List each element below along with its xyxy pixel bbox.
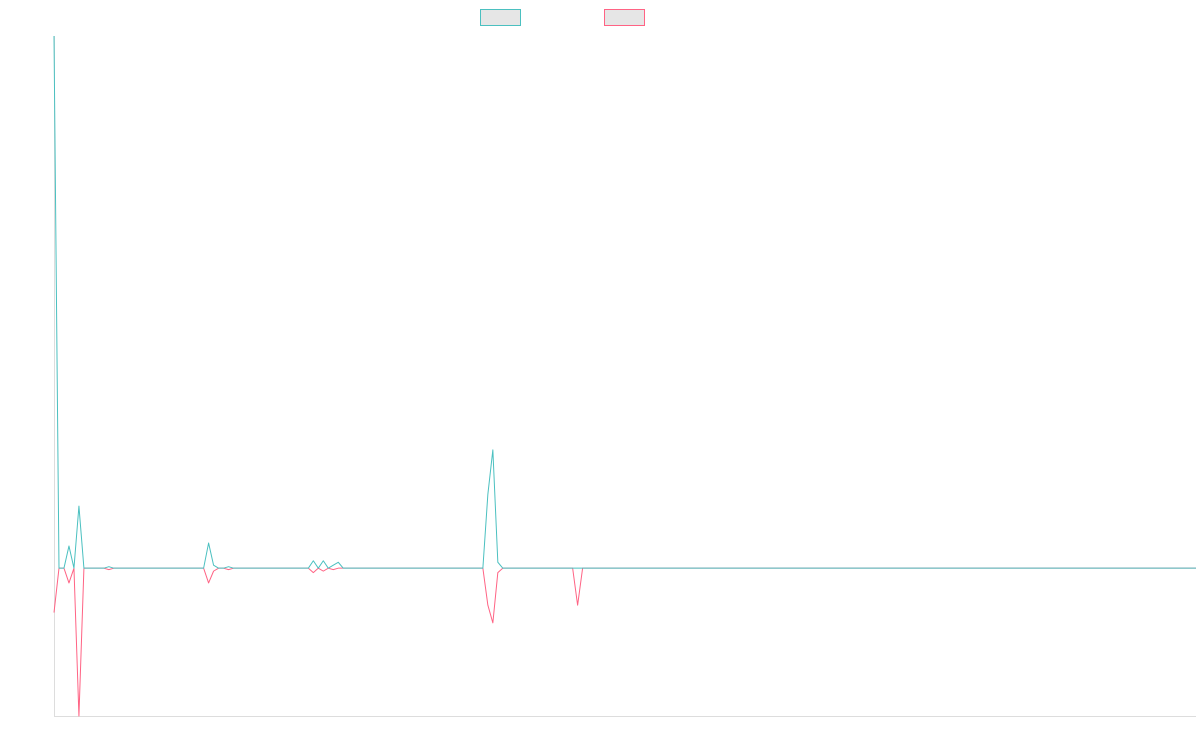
legend-swatch-series-a[interactable]	[480, 9, 521, 26]
legend-item-series-a[interactable]	[480, 9, 521, 26]
legend[interactable]	[480, 9, 645, 26]
axes	[54, 36, 1196, 717]
series-line-a[interactable]	[53, 35, 1196, 569]
legend-item-series-b[interactable]	[604, 9, 645, 26]
series-line-b[interactable]	[53, 567, 1196, 717]
plot-area	[53, 35, 1196, 717]
legend-swatch-series-b[interactable]	[604, 9, 645, 26]
